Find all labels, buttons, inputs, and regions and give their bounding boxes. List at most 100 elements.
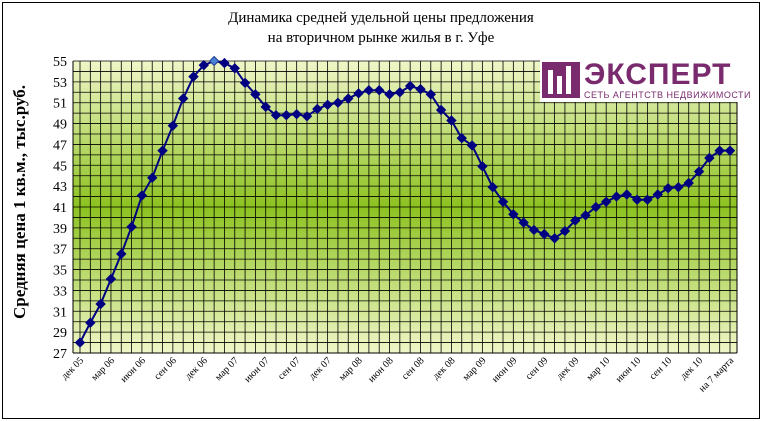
title-line-2: на вторичном рынке жилья в г. Уфе	[267, 30, 495, 46]
x-tick-label: июн 09	[490, 355, 519, 384]
data-point	[600, 196, 612, 207]
data-point	[590, 201, 602, 213]
x-tick-label: мар 10	[585, 355, 613, 383]
data-point	[539, 228, 550, 240]
logo-mark	[542, 62, 580, 98]
data-point	[353, 88, 364, 99]
x-tick-label: сен 06	[152, 355, 179, 382]
y-tick-label: 41	[53, 201, 67, 216]
y-tick-label: 47	[53, 138, 67, 153]
chart-title: Динамика средней удельной цены предложен…	[0, 8, 762, 48]
data-point	[116, 248, 127, 260]
axes	[72, 61, 738, 354]
data-point	[85, 317, 96, 328]
data-point	[157, 145, 168, 156]
y-tick-labels: 27 29 31 33 35 37 39 41 43 45 47 49 51 53 55	[53, 55, 67, 362]
x-tick-label: сен 09	[524, 355, 551, 382]
data-point	[281, 110, 292, 121]
x-tick-label: июн 07	[242, 355, 271, 384]
data-point	[683, 177, 694, 189]
data-point	[343, 93, 354, 104]
data-point	[662, 183, 674, 194]
title-line-1: Динамика средней удельной цены предложен…	[228, 10, 534, 26]
data-point	[714, 145, 725, 156]
data-point	[126, 221, 137, 233]
data-point	[425, 89, 437, 100]
data-point	[239, 77, 251, 89]
x-tick-label: сен 10	[647, 355, 674, 382]
data-point	[435, 104, 447, 116]
data-point	[373, 84, 385, 96]
y-tick-label: 51	[53, 97, 67, 112]
y-tick-label: 29	[53, 326, 67, 341]
x-tick-label: дек 09	[555, 355, 582, 382]
y-tick-label: 55	[53, 55, 67, 70]
expert-logo: ЭКСПЕРТ СЕТЬ АГЕНТСТВ НЕДВИЖИМОСТИ	[540, 58, 751, 102]
data-point	[446, 115, 457, 126]
data-point	[177, 93, 189, 104]
y-tick-label: 33	[53, 284, 67, 299]
y-tick-label: 43	[53, 180, 67, 195]
data-point	[518, 217, 529, 228]
y-tick-label: 37	[53, 243, 67, 258]
data-point-highlighted	[208, 55, 220, 67]
data-point	[621, 189, 633, 200]
data-point	[508, 209, 519, 220]
data-point	[198, 59, 210, 71]
x-tick-label: сен 08	[400, 355, 427, 382]
data-point	[270, 110, 282, 121]
series-line	[79, 59, 730, 344]
x-tick-label: июн 08	[366, 355, 395, 384]
data-point	[188, 71, 199, 82]
data-point	[652, 189, 663, 200]
data-point	[74, 337, 86, 348]
data-point	[724, 145, 736, 156]
x-tick-label: дек 10	[678, 355, 705, 382]
data-point	[487, 181, 498, 193]
data-point	[219, 57, 230, 69]
x-tick-label: дек 08	[431, 355, 458, 382]
data-point	[631, 194, 643, 205]
data-point	[559, 225, 571, 237]
data-point	[611, 191, 622, 202]
data-point	[332, 97, 344, 108]
data-point	[549, 233, 560, 244]
data-point	[704, 152, 715, 164]
data-point	[404, 80, 416, 92]
x-tick-label: сен 07	[276, 355, 303, 382]
data-point	[394, 87, 406, 98]
data-point	[322, 99, 333, 111]
x-tick-labels: дек 05 мар 06 июн 06 сен 06 дек 06 мар 07 июн …	[59, 355, 736, 394]
data-point	[136, 190, 148, 201]
x-tick-label: мар 09	[461, 355, 489, 383]
y-tick-label: 35	[53, 264, 67, 279]
data-point	[497, 196, 509, 207]
data-point	[312, 103, 323, 115]
y-tick-label: 31	[53, 305, 67, 320]
x-tick-label: июн 10	[614, 355, 643, 384]
data-point	[95, 298, 106, 310]
y-tick-label: 49	[53, 118, 67, 133]
logo-tagline: СЕТЬ АГЕНТСТВ НЕДВИЖИМОСТИ	[584, 90, 751, 100]
logo-name: ЭКСПЕРТ	[584, 58, 732, 91]
data-point	[167, 120, 179, 131]
data-point	[147, 172, 158, 184]
series-price	[74, 55, 736, 348]
data-point	[384, 89, 395, 100]
data-point	[105, 273, 117, 285]
data-point	[260, 101, 271, 113]
data-point	[456, 132, 467, 144]
data-point	[570, 215, 581, 226]
y-tick-label: 27	[53, 347, 67, 362]
data-point	[291, 108, 302, 120]
x-tick-label: мар 06	[89, 355, 117, 383]
data-point	[528, 224, 540, 236]
x-tick-label: мар 08	[337, 355, 365, 383]
y-tick-label: 45	[53, 159, 67, 174]
data-point	[301, 111, 313, 122]
data-point	[466, 140, 478, 151]
data-point	[642, 194, 653, 205]
x-tick-label: мар 07	[213, 355, 241, 383]
y-tick-label: 53	[53, 76, 67, 91]
